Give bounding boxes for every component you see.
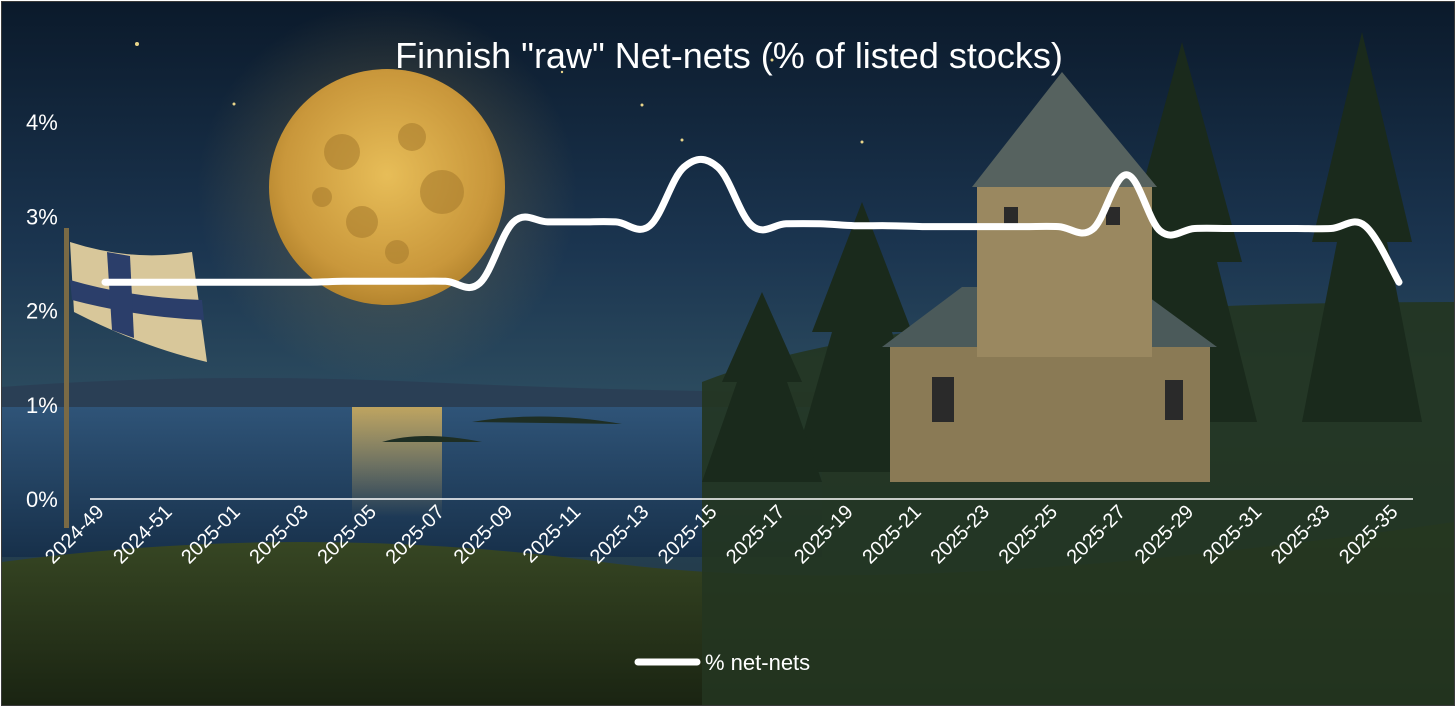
y-tick-label: 0%	[26, 487, 58, 512]
series-group	[101, 155, 1403, 291]
y-tick-label: 1%	[26, 393, 58, 418]
legend: % net-nets	[634, 650, 810, 675]
moon-craters	[312, 123, 464, 264]
y-tick-label: 2%	[26, 299, 58, 324]
stars	[135, 42, 864, 144]
chart-title: Finnish "raw" Net-nets (% of listed stoc…	[395, 35, 1063, 76]
church-icon	[882, 72, 1217, 482]
moon-icon	[269, 69, 505, 305]
y-tick-labels: 0% 1% 2% 3% 4%	[26, 110, 58, 512]
y-tick-label: 4%	[26, 110, 58, 135]
moon-reflection	[352, 407, 442, 517]
y-tick-label: 3%	[26, 204, 58, 229]
island	[472, 416, 622, 424]
finnish-flag-icon	[64, 228, 207, 528]
series-line-net-nets	[101, 155, 1403, 291]
legend-label: % net-nets	[705, 650, 810, 675]
island	[382, 436, 482, 442]
